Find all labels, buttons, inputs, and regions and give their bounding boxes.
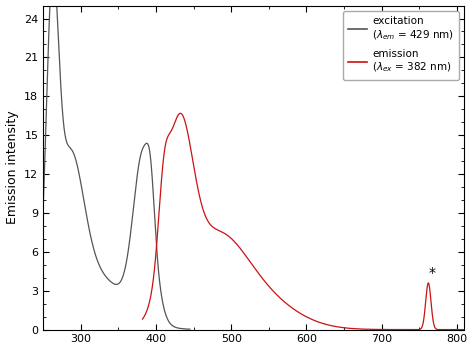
Y-axis label: Emission intensity: Emission intensity	[6, 111, 18, 224]
Legend: excitation
($\lambda_{em}$ = 429 nm), emission
($\lambda_{ex}$ = 382 nm): excitation ($\lambda_{em}$ = 429 nm), em…	[343, 11, 459, 79]
Text: *: *	[428, 266, 436, 280]
